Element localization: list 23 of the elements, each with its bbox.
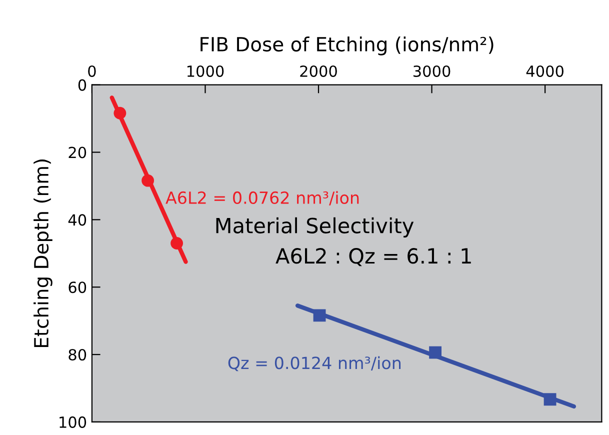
x-tick-label: 0 xyxy=(88,65,96,78)
point xyxy=(114,106,126,120)
annotation: Material Selectivity xyxy=(216,217,414,238)
y-tick-label: 20 xyxy=(68,146,86,158)
point xyxy=(170,237,184,250)
x-tick-label: 3000 xyxy=(414,65,450,78)
point xyxy=(313,309,326,322)
x-tick-label: 2000 xyxy=(300,65,337,78)
x-tick-label: 1000 xyxy=(187,65,224,78)
annotation: A6L2 : Qz = 6.1 : 1 xyxy=(276,248,471,266)
y-axis-title: Etching Depth (nm) xyxy=(34,160,52,347)
y-tick-label: 100 xyxy=(60,416,86,428)
x-tick-label: 4000 xyxy=(526,65,564,78)
y-tick-label: 60 xyxy=(68,282,86,294)
y-tick-label: 40 xyxy=(68,214,86,226)
series-label: Qz = 0.0124 nm³/ion xyxy=(228,356,401,372)
series-label: A6L2 = 0.0762 nm³/ion xyxy=(166,191,359,206)
y-tick-label: 0 xyxy=(78,79,86,91)
point xyxy=(544,393,556,406)
point xyxy=(142,174,154,187)
x-axis-title: FIB Dose of Etching (ions/nm²) xyxy=(200,36,494,56)
point xyxy=(429,346,442,359)
y-tick-label: 80 xyxy=(68,348,86,361)
